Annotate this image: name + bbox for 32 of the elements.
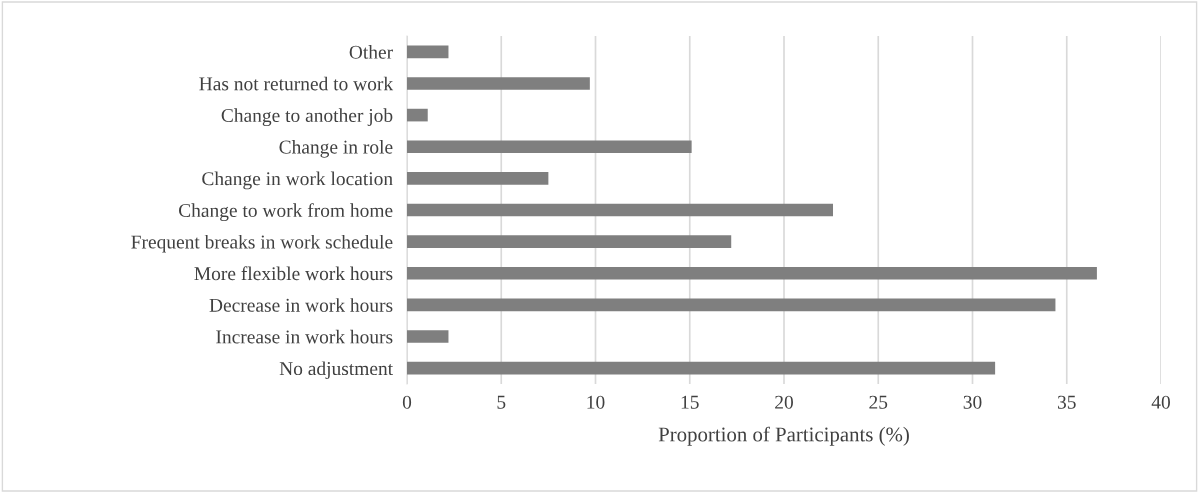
y-tick-label: Change in role <box>279 139 393 158</box>
y-tick-label: Change to work from home <box>178 203 393 222</box>
bar <box>407 77 590 90</box>
x-tick-label: 35 <box>1057 395 1076 409</box>
x-tick-label: 25 <box>869 395 888 409</box>
x-axis-title: Proportion of Participants (%) <box>658 426 909 446</box>
bar <box>407 140 692 154</box>
y-tick-label: Change in work location <box>202 171 393 190</box>
y-tick-label: No adjustment <box>279 361 393 380</box>
x-tick-label: 30 <box>963 395 982 409</box>
x-tick-label: 15 <box>681 395 699 409</box>
x-tick-label: 20 <box>775 395 793 409</box>
bar <box>407 203 834 217</box>
y-tick-label: Has not returned to work <box>199 76 394 91</box>
bar <box>407 45 449 59</box>
y-tick-label: Frequent breaks in work schedule <box>131 234 393 253</box>
y-tick-label: Change to another job <box>221 108 393 127</box>
y-tick-label: Other <box>349 45 393 59</box>
x-tick-label: 10 <box>587 395 605 409</box>
y-tick-label: Increase in work hours <box>216 329 393 344</box>
y-tick-label: Decrease in work hours <box>209 298 393 312</box>
bar <box>407 330 449 343</box>
x-tick-label: 0 <box>402 395 412 409</box>
bar <box>407 361 996 375</box>
bar <box>407 108 428 122</box>
x-tick-label: 5 <box>497 395 506 409</box>
bar <box>407 172 549 185</box>
bar <box>407 298 1056 312</box>
y-tick-label: More flexible work hours <box>194 266 393 281</box>
x-tick-label: 40 <box>1151 395 1170 409</box>
bar <box>407 235 732 248</box>
bar <box>407 266 1097 280</box>
